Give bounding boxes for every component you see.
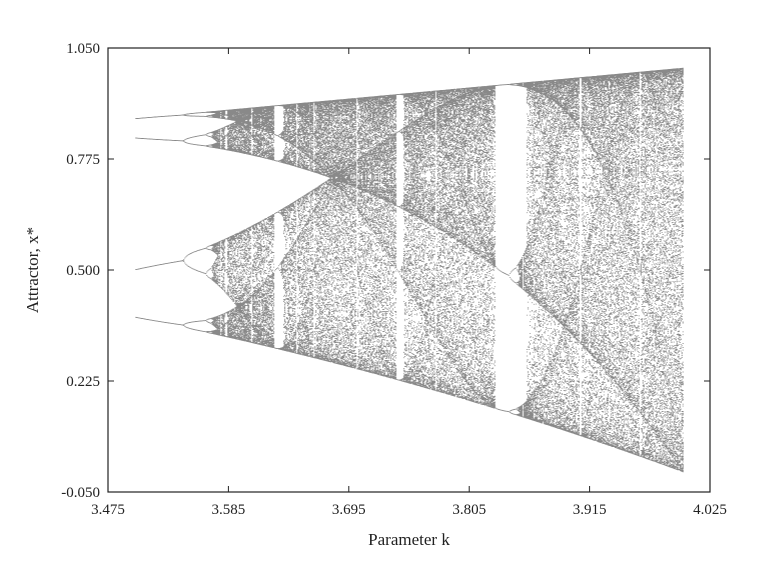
x-axis: 3.475 3.585 3.695 3.805 3.915 4.025 [91,48,727,518]
x-tick-label: 4.025 [693,502,727,518]
x-tick-label: 3.585 [212,502,246,518]
attractor-points [135,67,684,473]
y-tick-label: 0.500 [66,263,100,279]
y-axis: -0.050 0.225 0.500 0.775 1.050 [61,41,710,501]
x-tick-label: 3.805 [452,502,486,518]
y-axis-label: Attractor, x* [23,227,42,313]
x-tick-label: 3.695 [332,502,366,518]
y-tick-label: 0.225 [66,374,100,390]
x-tick-label: 3.915 [573,502,607,518]
x-axis-label: Parameter k [368,530,450,549]
x-tick-label: 3.475 [91,502,125,518]
y-tick-label: 0.775 [66,152,100,168]
y-tick-label: 1.050 [66,41,100,57]
y-tick-label: -0.050 [61,485,100,501]
data-points [135,67,684,473]
